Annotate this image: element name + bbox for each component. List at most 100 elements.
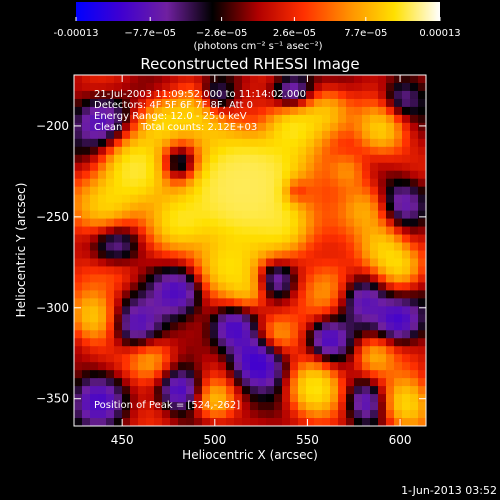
heatmap-cell [138, 226, 147, 236]
heatmap-cell [322, 114, 331, 124]
heatmap-cell [250, 402, 259, 411]
heatmap-cell [306, 402, 315, 411]
heatmap-cell [162, 162, 171, 172]
heatmap-cell [162, 282, 171, 291]
heatmap-cell [130, 170, 139, 180]
heatmap-cell [178, 378, 187, 387]
heatmap-cell [186, 226, 195, 236]
heatmap-cell [82, 226, 91, 236]
heatmap-cell [410, 194, 419, 204]
heatmap-cell [226, 410, 235, 419]
heatmap-cell [402, 322, 411, 331]
heatmap-cell [178, 402, 187, 411]
heatmap-cell [194, 346, 203, 355]
heatmap-cell [98, 210, 107, 220]
heatmap-cell [186, 170, 195, 180]
heatmap-cell [322, 314, 331, 323]
heatmap-cell [186, 162, 195, 172]
heatmap-cell [258, 130, 267, 140]
heatmap-cell [258, 418, 267, 426]
heatmap-cell [130, 266, 139, 276]
heatmap-cell [378, 98, 387, 108]
heatmap-cell [250, 370, 259, 379]
heatmap-cell [274, 386, 283, 395]
heatmap-cell [418, 282, 426, 291]
heatmap-cell [338, 218, 347, 228]
heatmap-cell [314, 138, 323, 148]
heatmap-cell [178, 418, 187, 426]
heatmap-cell [330, 386, 339, 395]
heatmap-cell [218, 138, 227, 148]
heatmap-cell [138, 330, 147, 339]
heatmap-cell [354, 90, 363, 100]
heatmap-cell [282, 178, 291, 188]
heatmap-cell [306, 354, 315, 363]
heatmap-cell [330, 186, 339, 196]
heatmap-cell [274, 146, 283, 156]
heatmap-cell [378, 122, 387, 132]
heatmap-cell [90, 178, 99, 188]
heatmap-cell [362, 194, 371, 204]
heatmap-cell [210, 106, 219, 116]
heatmap-cell [218, 338, 227, 347]
heatmap-cell [170, 202, 179, 212]
heatmap-cell [378, 322, 387, 331]
heatmap-cell [106, 178, 115, 188]
heatmap-cell [282, 186, 291, 196]
heatmap-cell [154, 170, 163, 180]
heatmap-cell [314, 266, 323, 276]
heatmap-cell [338, 338, 347, 347]
heatmap-cell [370, 282, 379, 291]
heatmap-cell [210, 234, 219, 244]
heatmap-cell [122, 266, 131, 276]
heatmap-cell [306, 370, 315, 379]
heatmap-cell [394, 266, 403, 276]
heatmap-cell [98, 218, 107, 228]
heatmap-cell [218, 362, 227, 371]
heatmap-cell [130, 90, 139, 100]
heatmap-cell [370, 378, 379, 387]
heatmap-cell [314, 98, 323, 108]
heatmap-cell [162, 234, 171, 244]
heatmap-cell [290, 306, 299, 315]
heatmap-cell [418, 298, 426, 307]
heatmap-cell [274, 258, 283, 268]
heatmap-cell [306, 82, 315, 92]
heatmap-cell [162, 306, 171, 315]
heatmap-cell [298, 290, 307, 299]
heatmap-cell [186, 282, 195, 291]
heatmap-cell [298, 226, 307, 236]
heatmap-cell [178, 226, 187, 236]
heatmap-cell [74, 266, 83, 276]
heatmap-cell [146, 202, 155, 212]
heatmap-cell [346, 154, 355, 164]
heatmap-cell [298, 122, 307, 132]
heatmap-cell [314, 274, 323, 284]
heatmap-cell [338, 130, 347, 140]
heatmap-cell [74, 234, 83, 244]
heatmap-cell [218, 106, 227, 116]
heatmap-cell [370, 82, 379, 92]
heatmap-cell [418, 202, 426, 212]
heatmap-cell [90, 98, 99, 108]
annotation-detectors: Detectors: 4F 5F 6F 7F 8F, Att 0 [94, 100, 253, 111]
heatmap-cell [226, 162, 235, 172]
heatmap-cell [274, 154, 283, 164]
heatmap-cell [354, 290, 363, 299]
heatmap-cell [210, 138, 219, 148]
heatmap-cell [226, 138, 235, 148]
heatmap-cell [154, 226, 163, 236]
annotation-counts: Total counts: 2.12E+03 [140, 122, 257, 133]
heatmap-cell [282, 282, 291, 291]
heatmap-cell [202, 202, 211, 212]
heatmap-cell [170, 282, 179, 291]
heatmap-cell [266, 274, 275, 284]
heatmap-cell [194, 378, 203, 387]
heatmap-cell [410, 354, 419, 363]
heatmap-cell [250, 194, 259, 204]
heatmap-cell [74, 386, 83, 395]
heatmap-cell [322, 130, 331, 140]
heatmap-cell [338, 98, 347, 108]
heatmap-cell [90, 130, 99, 140]
heatmap-cell [90, 402, 99, 411]
